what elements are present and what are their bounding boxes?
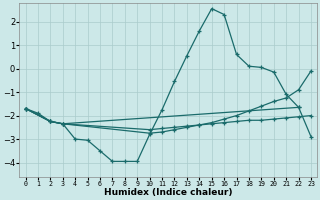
X-axis label: Humidex (Indice chaleur): Humidex (Indice chaleur) [104,188,233,197]
